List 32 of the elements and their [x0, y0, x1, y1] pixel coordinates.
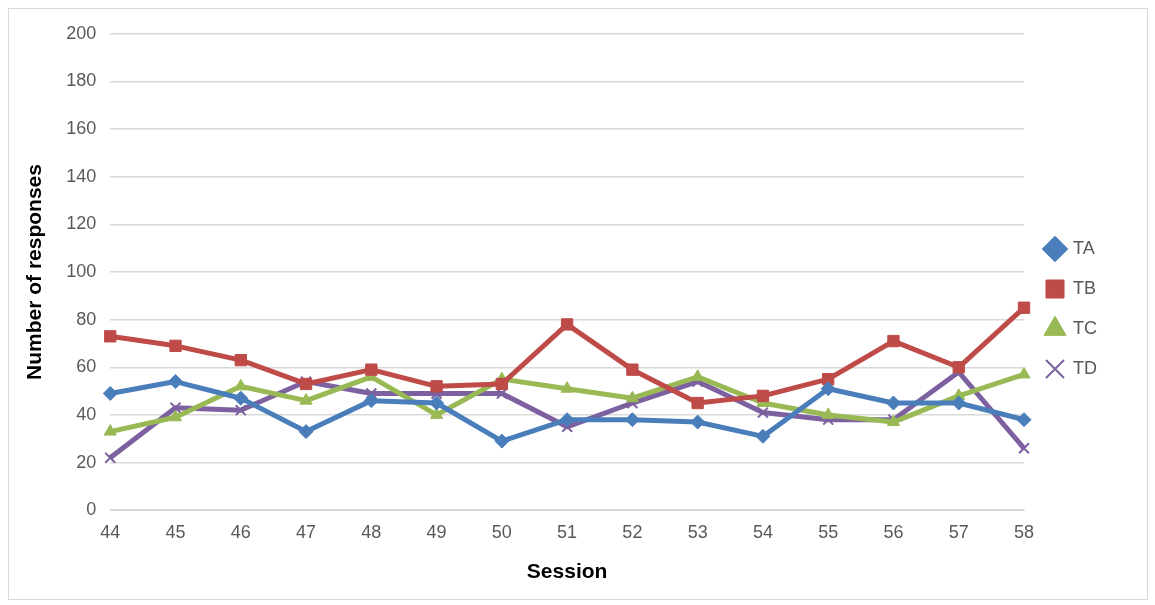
x-tick-label: 48: [361, 521, 382, 542]
x-tick-label: 57: [948, 521, 969, 542]
y-axis-title: Number of responses: [22, 164, 46, 380]
x-tick-label: 56: [883, 521, 904, 542]
x-tick-label: 53: [687, 521, 708, 542]
x-tick-label: 45: [165, 521, 186, 542]
y-tick-label: 60: [76, 356, 97, 377]
y-tick-label: 200: [66, 22, 97, 43]
legend-label: TA: [1073, 237, 1095, 258]
x-tick-label: 52: [622, 521, 643, 542]
x-tick-label: 47: [296, 521, 317, 542]
x-tick-label: 58: [1013, 521, 1035, 542]
y-tick-label: 100: [66, 260, 97, 281]
y-tick-label: 180: [66, 70, 97, 91]
x-tick-label: 49: [426, 521, 447, 542]
x-tick-label: 50: [491, 521, 512, 542]
x-tick-label: 51: [557, 521, 578, 542]
legend-label: TD: [1073, 357, 1098, 378]
y-tick-label: 140: [66, 165, 97, 186]
y-tick-label: 40: [76, 403, 97, 424]
x-tick-label: 44: [100, 521, 121, 542]
y-tick-label: 0: [86, 499, 97, 520]
x-tick-label: 46: [230, 521, 251, 542]
x-tick-label: 54: [752, 521, 773, 542]
legend-label: TC: [1073, 317, 1098, 338]
y-tick-label: 160: [66, 118, 97, 139]
y-tick-label: 120: [66, 213, 97, 234]
x-axis-title: Session: [526, 559, 608, 583]
y-tick-label: 80: [76, 308, 97, 329]
y-tick-label: 20: [76, 451, 97, 472]
x-tick-label: 55: [818, 521, 839, 542]
legend-label: TB: [1073, 277, 1097, 298]
